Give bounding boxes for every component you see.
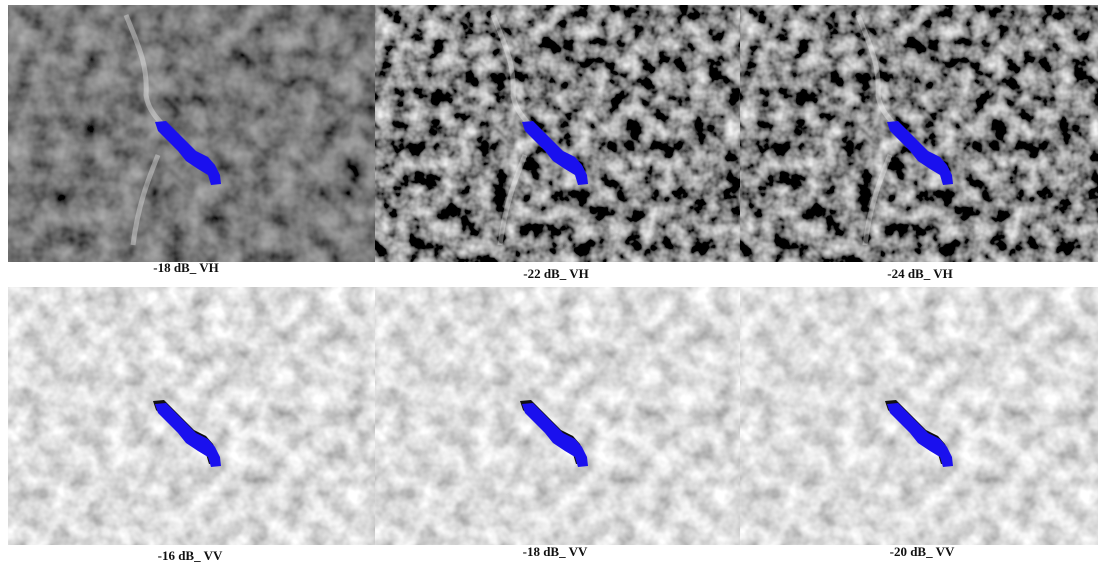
panel-label: -20 dB_ VV (890, 544, 955, 559)
panel (375, 5, 740, 262)
panel-label: -18 dB_ VH (153, 260, 219, 275)
figure: -18 dB_ VH -22 dB_ VH -24 dB_ VH -16 dB_… (0, 0, 1098, 569)
panel (8, 287, 375, 545)
panel-label: -22 dB_ VH (523, 266, 589, 281)
panel-label: -18 dB_ VV (523, 544, 588, 559)
panel (740, 5, 1098, 262)
panel (8, 5, 375, 262)
panel-label: -24 dB_ VH (887, 266, 953, 281)
panel (375, 287, 740, 545)
panel-label: -16 dB_ VV (158, 548, 223, 563)
panel (740, 287, 1098, 545)
